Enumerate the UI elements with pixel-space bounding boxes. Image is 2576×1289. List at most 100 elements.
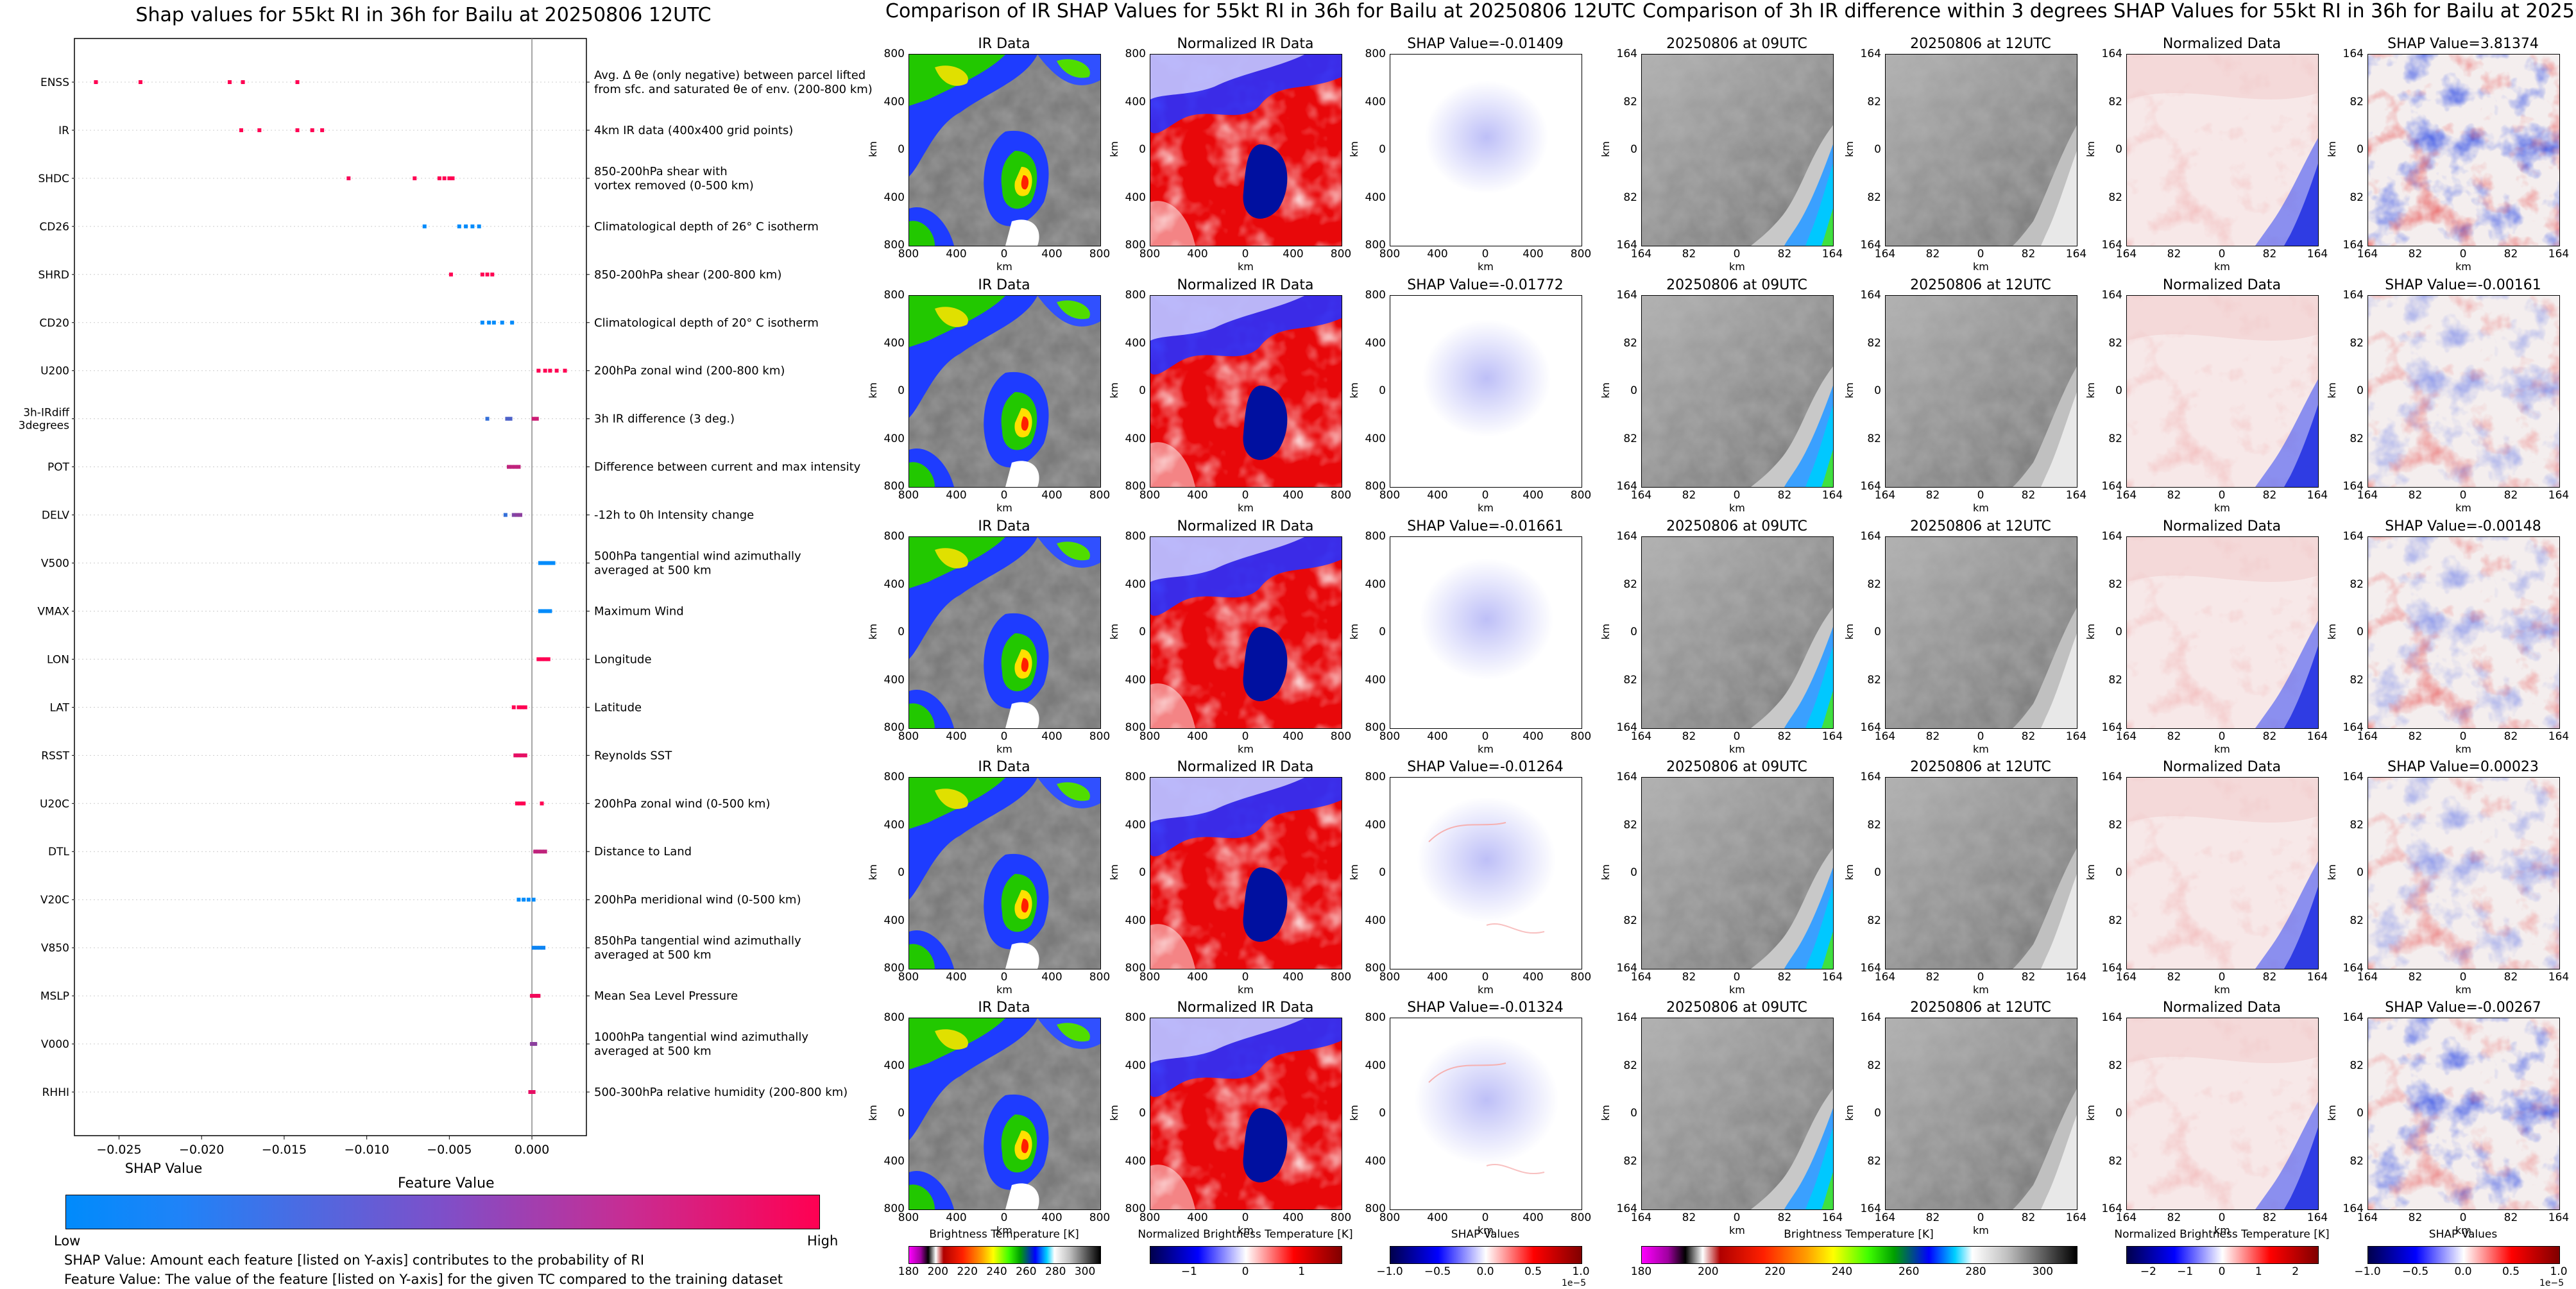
shap-point	[536, 994, 541, 998]
y-axis-label: km	[2325, 624, 2338, 640]
y-tick-label: 400	[1125, 673, 1146, 687]
x-tick-label: −0.025	[96, 1143, 141, 1157]
colorbar-tick-label: 1.0	[1572, 1265, 1590, 1278]
panel-image	[909, 778, 1100, 969]
y-tick-label: 164	[2101, 771, 2122, 783]
x-tick-label: 0	[1000, 971, 1008, 984]
panel-title: SHAP Value=-0.00148	[2385, 518, 2541, 534]
x-tick-label: 800	[898, 730, 919, 743]
colorbar-tick-label: 240	[986, 1265, 1007, 1278]
shap-point	[522, 801, 526, 806]
y-tick-label: 82	[2108, 914, 2122, 927]
feature-label: ENSS	[40, 76, 69, 89]
x-tick-label: 164	[2307, 489, 2328, 502]
y-tick-label: 800	[883, 47, 905, 60]
x-tick-label: 0	[1481, 730, 1489, 743]
x-tick-label: 400	[1041, 248, 1062, 260]
shap-point	[510, 465, 515, 469]
x-axis-label: km	[1238, 1224, 1254, 1236]
shap-point	[520, 753, 524, 758]
shap-point	[563, 368, 567, 373]
y-tick-label: 82	[2350, 336, 2364, 350]
x-tick-label: 400	[1283, 730, 1304, 743]
feature-description: Mean Sea Level Pressure	[594, 989, 738, 1003]
panel-title: SHAP Value=3.81374	[2387, 36, 2539, 52]
feature-label: U200	[40, 365, 69, 378]
y-axis-label: km	[1107, 624, 1120, 640]
y-tick-label: 164	[2342, 530, 2364, 543]
colorbar-tick-label: −0.5	[2401, 1265, 2429, 1278]
y-axis-label: km	[2084, 382, 2097, 398]
y-tick-label: 164	[2342, 721, 2364, 734]
x-tick-label: 82	[2021, 730, 2036, 743]
y-tick-label: 0	[1379, 626, 1386, 638]
y-tick-label: 82	[1867, 1059, 1881, 1072]
image-panel	[1641, 777, 1834, 969]
x-tick-label: 400	[1427, 730, 1448, 743]
x-tick-label: 82	[2262, 730, 2277, 743]
feature-description: 200hPa zonal wind (200-800 km)	[594, 364, 785, 378]
panel-image	[1886, 778, 2077, 969]
feature-description: 4km IR data (400x400 grid points)	[594, 124, 793, 137]
x-tick-label: 164	[1630, 489, 1652, 502]
y-tick-label: 164	[2342, 239, 2364, 252]
x-tick-label: 0	[2218, 1211, 2226, 1224]
x-axis-label: SHAP Value	[125, 1161, 203, 1176]
shap-point	[526, 898, 531, 902]
x-tick-label: 400	[1187, 1211, 1208, 1224]
y-tick-label: 0	[898, 1107, 905, 1120]
shap-point	[543, 849, 547, 854]
x-axis-label: km	[996, 984, 1012, 996]
feature-description: averaged at 500 km	[594, 948, 712, 962]
y-axis-label: km	[1347, 382, 1360, 398]
image-panel	[2126, 54, 2319, 246]
y-tick-label: 800	[1125, 239, 1146, 252]
x-tick-label: 0	[1733, 489, 1741, 502]
x-tick-label: 82	[2408, 248, 2423, 260]
x-axis-label: km	[1973, 1224, 1989, 1236]
y-axis-label: km	[1843, 1105, 1855, 1121]
x-axis-label: km	[1729, 502, 1745, 514]
image-panel	[1150, 536, 1342, 729]
x-axis-label: km	[1973, 984, 1989, 996]
panel-image	[909, 1018, 1100, 1209]
panel-title: IR Data	[978, 36, 1030, 52]
colorbar-tick-label: 1	[1298, 1265, 1306, 1278]
x-tick-label: 800	[1089, 248, 1111, 260]
y-tick-label: 164	[1616, 1202, 1637, 1215]
colorbar	[1150, 1246, 1342, 1264]
feature-label: SHRD	[38, 269, 69, 282]
x-tick-label: 82	[2503, 730, 2518, 743]
y-tick-label: 800	[883, 1202, 905, 1215]
panel-image	[2127, 537, 2318, 728]
y-tick-label: 0	[2357, 866, 2364, 879]
panel-image	[1390, 778, 1582, 969]
shap-point	[442, 176, 447, 180]
x-tick-label: 400	[1187, 489, 1208, 502]
colorbar	[2367, 1246, 2560, 1264]
y-axis-label: km	[1843, 624, 1855, 640]
x-tick-label: 164	[2548, 971, 2570, 984]
x-tick-label: 800	[1570, 730, 1592, 743]
x-tick-label: 0	[1481, 489, 1489, 502]
y-axis-label: km	[2325, 1105, 2338, 1121]
x-axis-label: km	[1729, 260, 1745, 273]
shap-point	[538, 609, 542, 613]
x-tick-label: 82	[2262, 971, 2277, 984]
image-panel	[2367, 1018, 2560, 1210]
y-tick-label: 400	[883, 818, 905, 832]
colorbar-tick-label: 260	[1898, 1265, 1920, 1278]
feature-value-colorbar-title: Feature Value	[398, 1175, 495, 1191]
x-tick-label: 800	[1379, 971, 1401, 984]
x-axis-label: km	[2214, 984, 2230, 996]
y-axis-label: km	[1347, 864, 1360, 880]
panel-title: IR Data	[978, 518, 1030, 534]
panel-image	[1886, 55, 2077, 246]
colorbar-tick-label: 200	[1698, 1265, 1719, 1278]
panel-image	[1642, 778, 1833, 969]
y-tick-label: 164	[2101, 1011, 2122, 1024]
feature-label: LAT	[49, 701, 69, 714]
x-tick-label: 164	[2115, 730, 2137, 743]
shap-point	[518, 801, 523, 806]
shap-point	[536, 849, 541, 854]
